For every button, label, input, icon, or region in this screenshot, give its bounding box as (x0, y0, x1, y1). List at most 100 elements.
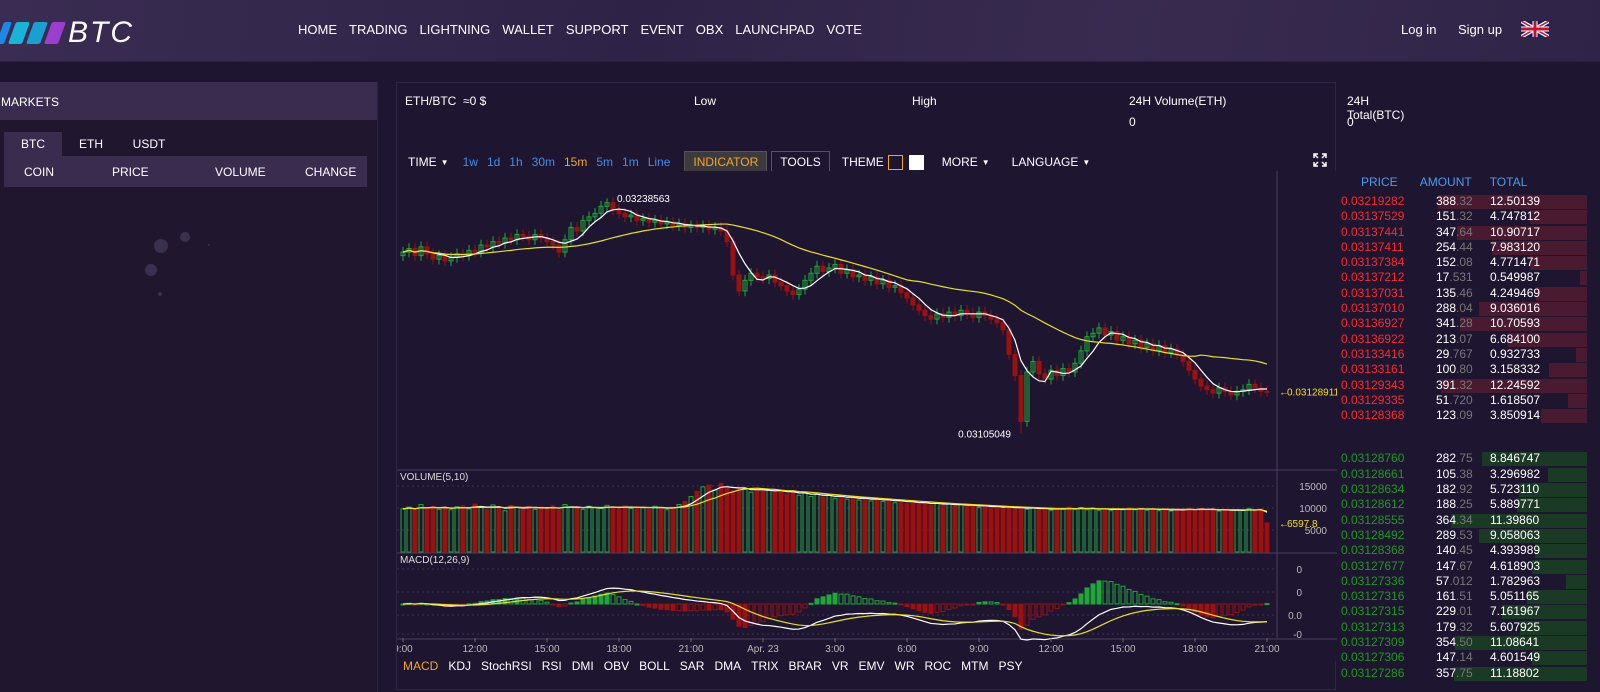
ask-row[interactable]: 0.03137212 17.531 0.549987 (1336, 270, 1600, 286)
indicator-kdj[interactable]: KDJ (448, 659, 472, 673)
uk-flag-icon[interactable] (1521, 21, 1549, 37)
indicator-roc[interactable]: ROC (924, 659, 952, 673)
bid-row[interactable]: 0.03128661 105.38 3.296982 (1336, 467, 1600, 482)
interval-1d[interactable]: 1d (486, 155, 501, 169)
indicator-rsi[interactable]: RSI (541, 659, 562, 673)
bid-row[interactable]: 0.03128760 282.75 8.846747 (1336, 451, 1600, 467)
bid-row[interactable]: 0.03127313 179.32 5.607925 (1336, 620, 1600, 635)
bid-row[interactable]: 0.03128555 364.34 11.39860 (1336, 513, 1600, 528)
theme-dark-swatch[interactable] (887, 154, 903, 170)
indicator-macd[interactable]: MACD (403, 659, 439, 673)
indicator-sar[interactable]: SAR (679, 659, 705, 673)
interval-1m[interactable]: 1m (622, 155, 639, 169)
interval-1w[interactable]: 1w (462, 155, 478, 169)
macd-histogram-bar (838, 593, 844, 605)
bid-row[interactable]: 0.03127677 147.67 4.618903 (1336, 559, 1600, 574)
interval-15m[interactable]: 15m (564, 155, 588, 169)
bid-row[interactable]: 0.03127309 354.50 11.08641 (1336, 635, 1600, 651)
macd-histogram-bar (1252, 603, 1258, 606)
bid-row[interactable]: 0.03128634 182.92 5.723110 (1336, 482, 1600, 498)
interval-line[interactable]: Line (647, 155, 671, 169)
order-amount: 357.75 (1436, 666, 1473, 681)
indicator-button[interactable]: INDICATOR (684, 151, 768, 173)
nav-trading[interactable]: TRADING (349, 22, 408, 37)
indicator-stochrsi[interactable]: StochRSI (481, 659, 532, 673)
ask-row[interactable]: 0.03136922 213.07 6.684100 (1336, 332, 1600, 347)
bid-row[interactable]: 0.03128612 188.25 5.889771 (1336, 497, 1600, 513)
col-coin[interactable]: COIN (24, 164, 54, 179)
indicator-wr[interactable]: WR (894, 659, 915, 673)
nav-support[interactable]: SUPPORT (565, 22, 629, 37)
ask-row[interactable]: 0.03137411 254.44 7.983120 (1336, 240, 1600, 255)
interval-30m[interactable]: 30m (531, 155, 555, 169)
market-tab-btc[interactable]: BTC (4, 132, 62, 158)
candle (556, 244, 562, 253)
fullscreen-icon[interactable] (1313, 153, 1327, 170)
ask-row[interactable]: 0.03129335 51.720 1.618507 (1336, 393, 1600, 408)
ask-row[interactable]: 0.03133161 100.80 3.158332 (1336, 362, 1600, 378)
indicator-mtm[interactable]: MTM (961, 659, 989, 673)
signup-link[interactable]: Sign up (1458, 22, 1503, 37)
candle (856, 274, 862, 278)
col-volume[interactable]: VOLUME (215, 164, 266, 179)
nav-home[interactable]: HOME (298, 22, 337, 37)
market-tab-usdt[interactable]: USDT (132, 137, 166, 151)
nav-vote[interactable]: VOTE (826, 22, 862, 37)
indicator-psy[interactable]: PSY (998, 659, 1023, 673)
indicator-dmi[interactable]: DMI (571, 659, 594, 673)
bid-row[interactable]: 0.03127316 161.51 5.051165 (1336, 589, 1600, 605)
login-link[interactable]: Log in (1401, 22, 1437, 37)
candle (604, 202, 610, 207)
nav-wallet[interactable]: WALLET (502, 22, 554, 37)
ask-row[interactable]: 0.03129343 391.32 12.24592 (1336, 378, 1600, 393)
logo[interactable]: BTC (0, 16, 134, 50)
bid-row[interactable]: 0.03127336 57.012 1.782963 (1336, 574, 1600, 589)
tools-button[interactable]: TOOLS (771, 151, 830, 173)
macd-histogram-bar (556, 603, 562, 608)
candle (748, 272, 754, 281)
macd-histogram-bar (1222, 603, 1228, 616)
col-price[interactable]: PRICE (112, 164, 149, 179)
amount-frac: .80 (1456, 362, 1473, 377)
ask-row[interactable]: 0.03137031 135.46 4.249469 (1336, 286, 1600, 301)
time-dropdown[interactable]: TIME (408, 155, 437, 169)
indicator-dma[interactable]: DMA (714, 659, 742, 673)
ask-row[interactable]: 0.03137384 152.08 4.771471 (1336, 255, 1600, 271)
ask-row[interactable]: 0.03128368 123.09 3.850914 (1336, 408, 1600, 424)
nav-obx[interactable]: OBX (695, 22, 724, 37)
ask-row[interactable]: 0.03137010 288.04 9.036016 (1336, 301, 1600, 317)
bid-row[interactable]: 0.03128492 289.53 9.058063 (1336, 528, 1600, 543)
interval-1h[interactable]: 1h (509, 155, 523, 169)
ask-row[interactable]: 0.03137529 151.32 4.747812 (1336, 209, 1600, 225)
nav-event[interactable]: EVENT (640, 22, 684, 37)
order-price: 0.03219282 (1341, 194, 1405, 208)
candle (1078, 350, 1084, 364)
ask-row[interactable]: 0.03133416 29.767 0.932733 (1336, 347, 1600, 362)
depth-bar (1534, 544, 1587, 559)
bid-row[interactable]: 0.03127315 229.01 7.161967 (1336, 604, 1600, 620)
indicator-emv[interactable]: EMV (858, 659, 885, 673)
indicator-trix[interactable]: TRIX (751, 659, 779, 673)
theme-light-swatch[interactable] (908, 154, 924, 170)
market-tab-eth[interactable]: ETH (79, 137, 103, 151)
bid-row[interactable]: 0.03127306 147.14 4.601549 (1336, 650, 1600, 666)
more-dropdown[interactable]: MORE (941, 155, 978, 169)
x-tick-label: 9:00 (969, 644, 989, 655)
macd-histogram-bar (988, 601, 994, 605)
indicator-boll[interactable]: BOLL (639, 659, 670, 673)
indicator-obv[interactable]: OBV (603, 659, 630, 673)
col-change[interactable]: CHANGE (305, 164, 357, 179)
nav-launchpad[interactable]: LAUNCHPAD (735, 22, 815, 37)
bid-row[interactable]: 0.03128368 140.45 4.393989 (1336, 543, 1600, 559)
language-dropdown[interactable]: LANGUAGE (1011, 155, 1079, 169)
ask-row[interactable]: 0.03219282 388.32 12.50139 (1336, 194, 1600, 209)
macd-histogram-bar (646, 603, 652, 608)
candlestick-chart[interactable]: 0.032385630.031050490.03128911←VOLUME(5,… (397, 171, 1337, 661)
bid-row[interactable]: 0.03127286 357.75 11.18802 (1336, 666, 1600, 681)
indicator-vr[interactable]: VR (831, 659, 849, 673)
nav-lightning[interactable]: LIGHTNING (419, 22, 491, 37)
ask-row[interactable]: 0.03137441 347.64 10.90717 (1336, 225, 1600, 240)
ask-row[interactable]: 0.03136927 341.28 10.70593 (1336, 316, 1600, 332)
interval-5m[interactable]: 5m (596, 155, 614, 169)
indicator-brar[interactable]: BRAR (788, 659, 822, 673)
